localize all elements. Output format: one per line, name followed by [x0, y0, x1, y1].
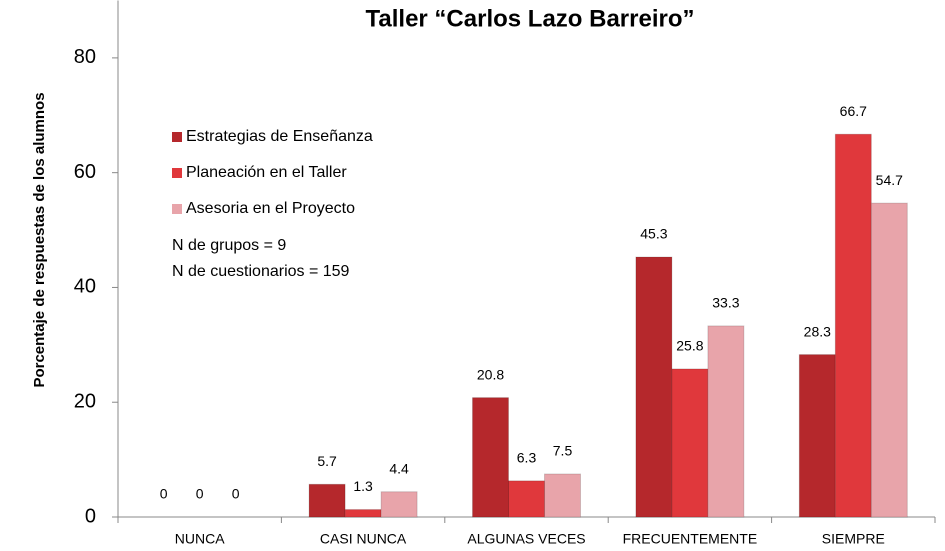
chart-title: Taller “Carlos Lazo Barreiro”: [366, 5, 695, 32]
value-label: 0: [232, 486, 240, 502]
value-label: 1.3: [353, 478, 373, 494]
legend-label: Planeación en el Taller: [186, 164, 347, 181]
bar: [870, 202, 908, 518]
y-tick-label: 60: [74, 161, 96, 183]
legend-swatch: [172, 204, 182, 214]
value-label: 45.3: [640, 226, 667, 242]
bar: [834, 133, 872, 518]
annotation: N de grupos = 9: [172, 237, 286, 254]
bar: [544, 473, 581, 518]
y-tick-label: 0: [85, 505, 96, 527]
bar: [707, 325, 745, 518]
value-label: 54.7: [876, 172, 903, 188]
bar: [472, 397, 509, 518]
value-label: 7.5: [553, 443, 573, 459]
bar: [671, 368, 709, 518]
bar: [344, 509, 382, 518]
legend-swatch: [172, 132, 182, 142]
value-label: 6.3: [517, 450, 537, 466]
bar: [635, 256, 673, 518]
x-tick-label: ALGUNAS VECES: [467, 531, 585, 547]
x-tick-label: SIEMPRE: [822, 531, 885, 547]
bar: [508, 480, 545, 518]
y-axis-label: Porcentaje de respuestas de los alumnos: [31, 92, 48, 387]
value-label: 0: [160, 486, 168, 502]
y-tick-label: 80: [74, 46, 96, 68]
x-tick-label: CASI NUNCA: [320, 531, 407, 547]
value-label: 28.3: [804, 323, 831, 339]
value-label: 4.4: [389, 460, 409, 476]
value-label: 20.8: [477, 366, 504, 382]
y-tick-label: 20: [74, 391, 96, 413]
annotation: N de cuestionarios = 159: [172, 263, 350, 280]
value-label: 66.7: [840, 103, 867, 119]
value-label: 5.7: [317, 453, 337, 469]
value-label: 33.3: [712, 295, 739, 311]
value-label: 25.8: [676, 338, 703, 354]
y-tick-label: 40: [74, 276, 96, 298]
legend-swatch: [172, 168, 182, 178]
bar: [798, 354, 836, 518]
bar: [380, 491, 418, 518]
bar: [308, 483, 346, 518]
x-tick-label: NUNCA: [175, 531, 225, 547]
legend-label: Estrategias de Enseñanza: [186, 128, 373, 145]
legend-label: Asesoria en el Proyecto: [186, 200, 355, 217]
x-tick-label: FRECUENTEMENTE: [623, 531, 758, 547]
value-label: 0: [196, 486, 204, 502]
